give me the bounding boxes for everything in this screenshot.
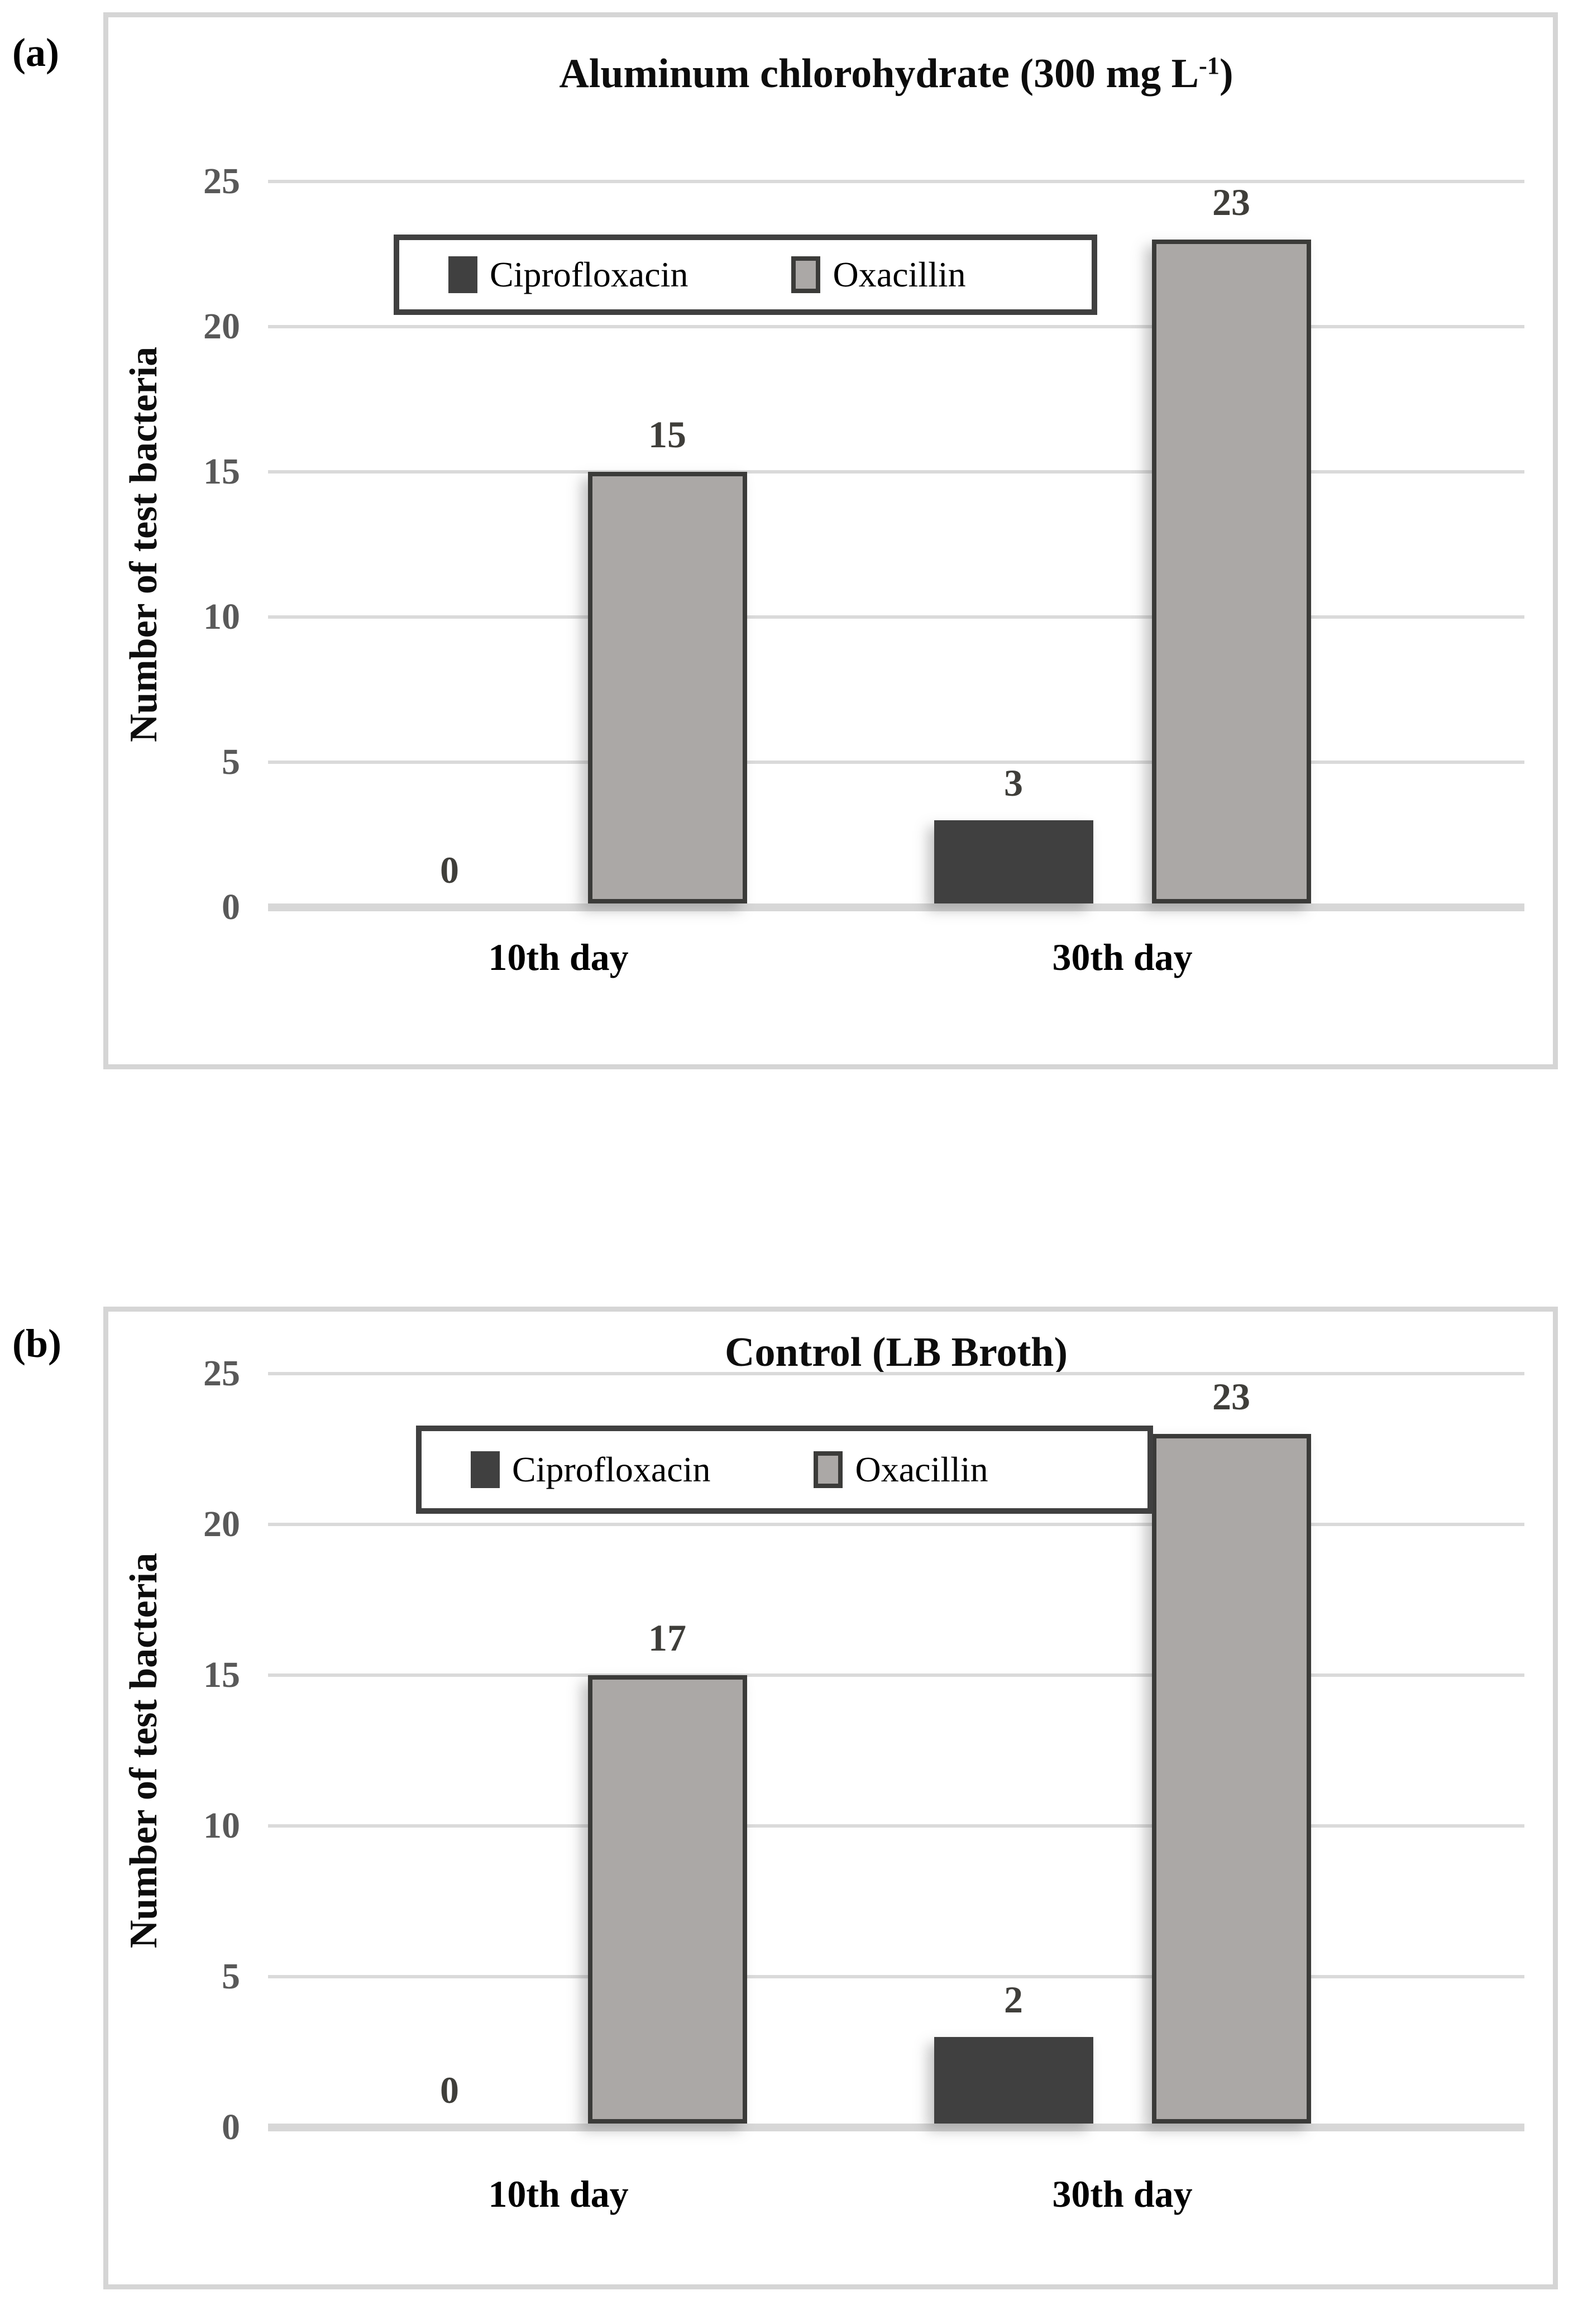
panel-a-border: [103, 12, 1558, 1069]
legend-label-oxacillin: Oxacillin: [833, 255, 966, 294]
x-category-label: 10th day: [488, 2173, 629, 2215]
legend-swatch-oxacillin-icon: [814, 1451, 843, 1488]
legend-item-ciprofloxacin: Ciprofloxacin: [448, 256, 688, 293]
chart-b-y-axis-title: Number of test bacteria: [122, 1552, 165, 1949]
legend-item-oxacillin: Oxacillin: [814, 1451, 988, 1488]
y-tick-label: 5: [222, 1956, 240, 1997]
bar-ciprofloxacin-30th-day: [934, 820, 1093, 903]
chart-a-y-axis-title: Number of test bacteria: [122, 346, 165, 743]
data-label-ciprofloxacin-30th-day: 2: [1004, 1978, 1023, 2021]
bar-ciprofloxacin-30th-day: [934, 2037, 1093, 2124]
data-label-oxacillin-30th-day: 23: [1212, 181, 1250, 223]
bar-oxacillin-10th-day: [587, 472, 747, 903]
gridline: [268, 180, 1524, 183]
bar-oxacillin-10th-day: [587, 1675, 747, 2124]
bar-oxacillin-30th-day: [1151, 240, 1311, 903]
chart-b-title: Control (LB Broth): [268, 1330, 1524, 1375]
chart-b-title-main: Control (LB Broth): [725, 1330, 1068, 1375]
gridline: [268, 615, 1524, 619]
y-tick-label: 20: [203, 306, 240, 347]
gridline: [268, 761, 1524, 764]
x-axis-line: [268, 903, 1524, 911]
x-category-label: 10th day: [488, 936, 629, 978]
y-tick-label: 25: [203, 1353, 240, 1394]
gridline: [268, 1372, 1524, 1375]
legend-swatch-ciprofloxacin-icon: [471, 1451, 500, 1488]
legend-item-oxacillin: Oxacillin: [791, 255, 966, 294]
chart-a-title-close: ): [1220, 51, 1233, 97]
y-tick-label: 10: [203, 596, 240, 637]
gridline: [268, 1673, 1524, 1677]
legend-item-ciprofloxacin: Ciprofloxacin: [471, 1451, 710, 1488]
gridline: [268, 1975, 1524, 1978]
chart-a-title: Aluminum chlorohydrate (300 mg L-1): [268, 51, 1524, 97]
data-label-ciprofloxacin-10th-day: 0: [440, 849, 459, 891]
gridline: [268, 1523, 1524, 1526]
data-label-oxacillin-30th-day: 23: [1212, 1375, 1250, 1418]
legend-swatch-ciprofloxacin-icon: [448, 256, 477, 293]
data-label-ciprofloxacin-10th-day: 0: [440, 2069, 459, 2111]
gridline: [268, 470, 1524, 474]
gridline: [268, 325, 1524, 328]
chart-a-legend: Ciprofloxacin Oxacillin: [394, 235, 1097, 315]
y-tick-label: 25: [203, 161, 240, 202]
legend-label-ciprofloxacin: Ciprofloxacin: [512, 1450, 711, 1489]
y-tick-label: 15: [203, 1654, 240, 1695]
bar-oxacillin-30th-day: [1151, 1434, 1311, 2124]
data-label-oxacillin-10th-day: 17: [648, 1617, 686, 1659]
y-tick-label: 10: [203, 1805, 240, 1846]
y-tick-label: 0: [222, 887, 240, 927]
panel-b-tag: (b): [12, 1321, 61, 1366]
y-tick-label: 5: [222, 742, 240, 782]
x-category-label: 30th day: [1052, 2173, 1193, 2215]
panel-a-tag: (a): [12, 30, 59, 75]
y-tick-label: 0: [222, 2107, 240, 2148]
data-label-ciprofloxacin-30th-day: 3: [1004, 762, 1023, 804]
y-tick-label: 20: [203, 1504, 240, 1544]
chart-b-legend: Ciprofloxacin Oxacillin: [416, 1426, 1153, 1514]
x-category-label: 30th day: [1052, 936, 1193, 978]
gridline: [268, 1824, 1524, 1828]
x-axis-line: [268, 2124, 1524, 2131]
legend-label-ciprofloxacin: Ciprofloxacin: [490, 255, 688, 294]
legend-label-oxacillin: Oxacillin: [855, 1450, 988, 1489]
legend-swatch-oxacillin-icon: [791, 256, 821, 293]
data-label-oxacillin-10th-day: 15: [648, 413, 686, 456]
chart-a-title-superscript: -1: [1199, 51, 1220, 79]
y-tick-label: 15: [203, 451, 240, 492]
chart-a-title-main: Aluminum chlorohydrate (300 mg L: [559, 51, 1199, 97]
